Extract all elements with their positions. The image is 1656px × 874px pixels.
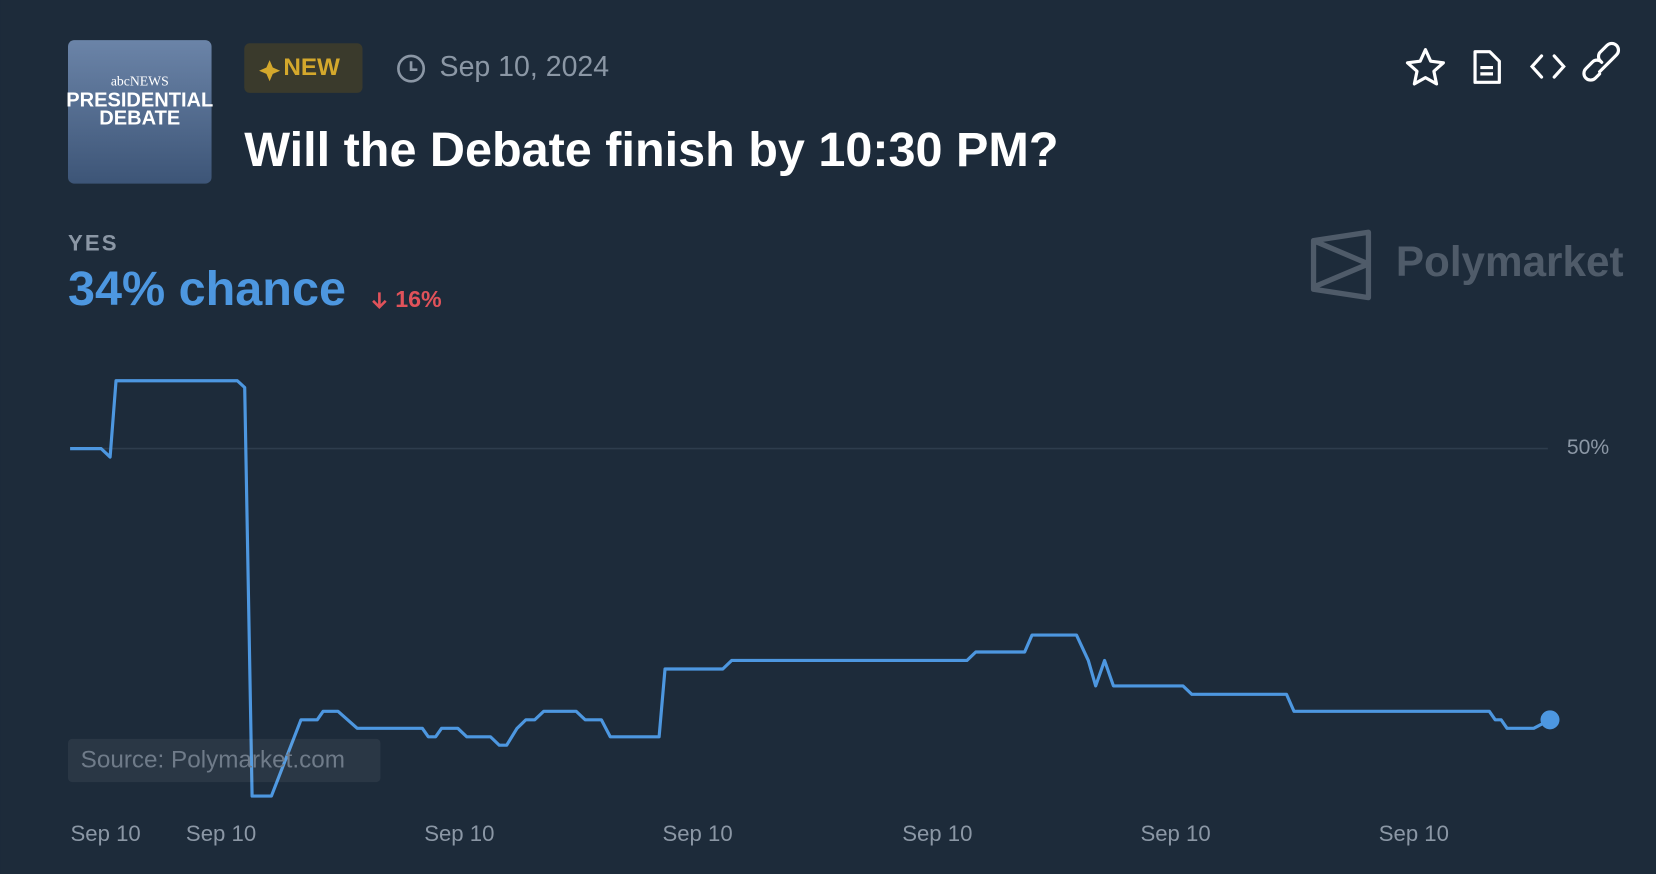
thumbnail-text: DEBATE (99, 108, 180, 130)
thumbnail (68, 40, 212, 184)
document-button[interactable] (1473, 50, 1501, 84)
date: Sep 10, 2024 (440, 51, 610, 83)
star-button[interactable] (1405, 48, 1445, 86)
sparkle-icon (259, 60, 281, 82)
clock-hands (409, 61, 418, 71)
embed-button[interactable] (1529, 54, 1566, 79)
title: Will the Debate finish by 10:30 PM? (244, 123, 1058, 177)
thumbnail-text: abcNEWS (111, 73, 169, 88)
x-tick-label: Sep 10 (1140, 821, 1210, 846)
clock-icon (397, 54, 426, 83)
x-tick-label: Sep 10 (424, 821, 494, 846)
brand-logo (1310, 229, 1372, 301)
x-tick-label: Sep 10 (902, 821, 972, 846)
source-box (68, 738, 381, 783)
x-tick-label: Sep 10 (71, 821, 141, 846)
thumbnail-text: PRESIDENTIAL (66, 90, 213, 112)
badge-text: NEW (283, 54, 340, 81)
source: Source: Polymarket.com (81, 746, 345, 773)
down-arrow (372, 292, 387, 310)
outcome-chance: 34% chance (68, 262, 346, 316)
x-tick-label: Sep 10 (662, 821, 732, 846)
new-badge (244, 43, 363, 93)
brand: Polymarket (1396, 238, 1624, 285)
last-point (1540, 710, 1560, 730)
plot: 50% Sep 10 Sep 10 Sep 10 Sep 10 Sep 10 Sep 10 S… (70, 379, 1609, 846)
x-tick-label: Sep 10 (186, 821, 256, 846)
price-line (70, 379, 1551, 798)
x-tick-label: Sep 10 (1379, 821, 1449, 846)
outcome-change: 16% (395, 286, 442, 312)
link-button[interactable] (1582, 41, 1620, 82)
y-tick-label: 50% (1567, 436, 1609, 459)
outcome-label: YES (68, 231, 119, 256)
